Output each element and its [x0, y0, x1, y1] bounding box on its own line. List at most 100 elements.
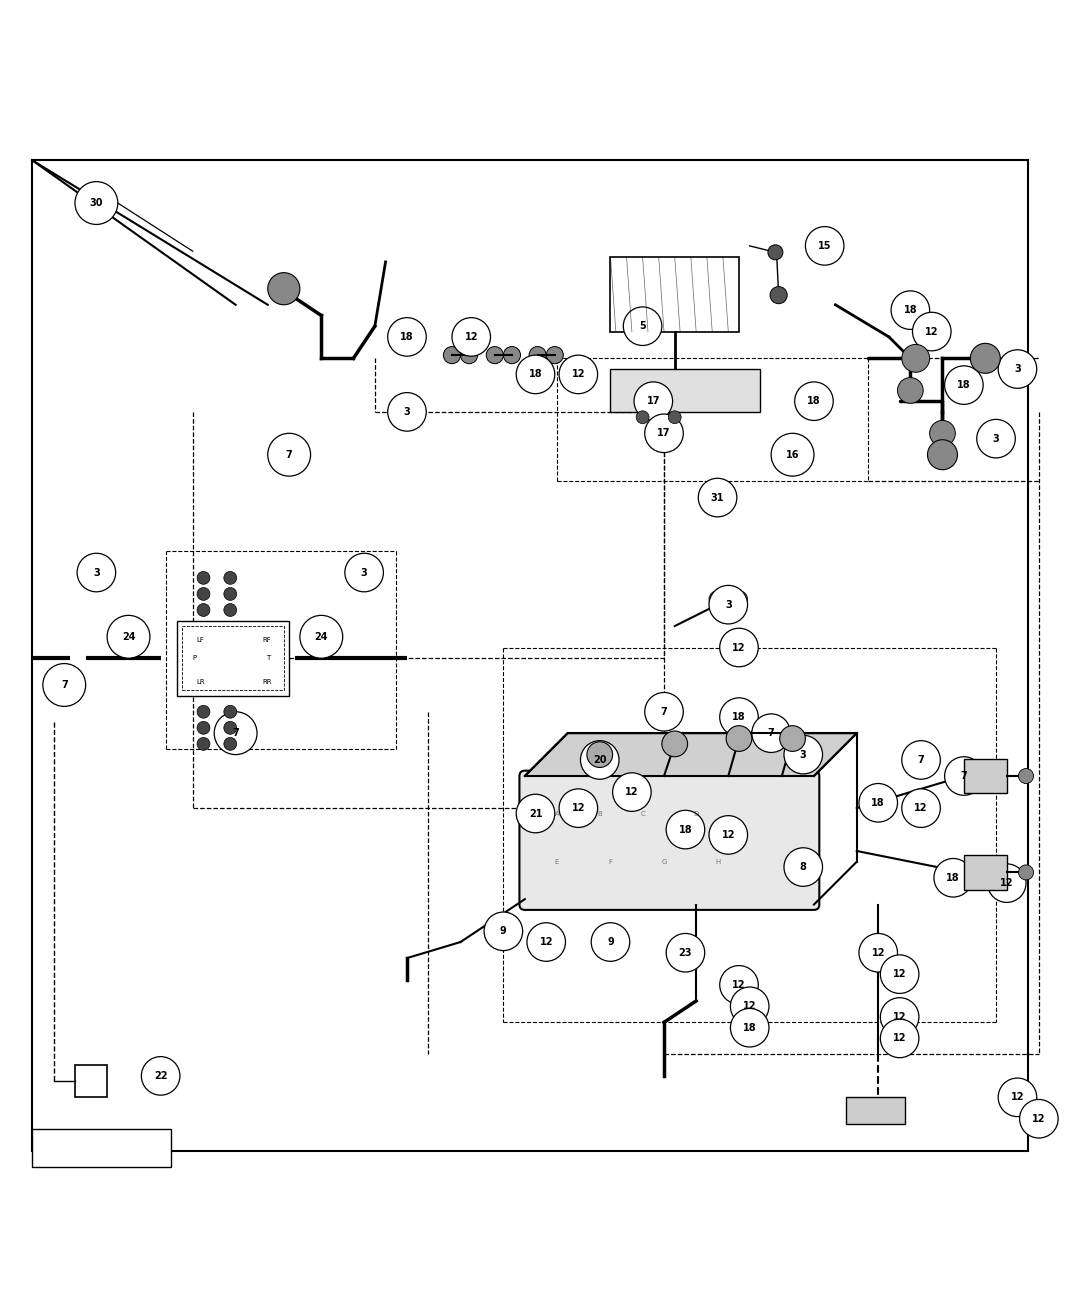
Circle shape [902, 789, 940, 828]
Circle shape [197, 588, 210, 601]
Circle shape [805, 227, 844, 265]
Circle shape [666, 934, 705, 973]
Circle shape [580, 741, 619, 780]
Text: 12: 12 [915, 803, 927, 813]
Circle shape [987, 864, 1026, 903]
Text: 12: 12 [893, 969, 906, 979]
Circle shape [977, 420, 1015, 458]
Circle shape [516, 355, 555, 394]
Circle shape [224, 588, 237, 601]
Text: 7: 7 [961, 771, 967, 781]
Text: 12: 12 [1011, 1092, 1024, 1102]
Circle shape [591, 923, 630, 961]
Text: 12: 12 [925, 326, 938, 337]
Text: 18: 18 [904, 306, 917, 315]
Bar [182, 625, 284, 690]
Circle shape [934, 859, 972, 897]
Text: 7: 7 [232, 728, 239, 738]
Circle shape [197, 706, 210, 719]
Text: 5: 5 [639, 321, 646, 332]
Text: RF: RF [262, 637, 271, 644]
Circle shape [880, 997, 919, 1036]
Text: 17: 17 [658, 429, 670, 438]
Circle shape [768, 245, 783, 260]
Text: 12: 12 [893, 1033, 906, 1044]
Text: 12: 12 [893, 1011, 906, 1022]
Text: 12: 12 [625, 787, 638, 798]
Circle shape [770, 286, 787, 304]
Circle shape [859, 783, 897, 822]
Circle shape [709, 816, 748, 855]
Circle shape [726, 725, 752, 751]
Text: P: P [193, 655, 197, 662]
FancyBboxPatch shape [519, 771, 819, 910]
Bar [610, 256, 739, 332]
Circle shape [897, 378, 923, 403]
Circle shape [645, 693, 683, 732]
Circle shape [771, 434, 814, 477]
Circle shape [224, 571, 237, 584]
Circle shape [720, 966, 758, 1004]
Circle shape [613, 773, 651, 812]
Circle shape [902, 741, 940, 780]
Circle shape [1019, 865, 1034, 879]
Text: 18: 18 [947, 873, 960, 883]
Circle shape [503, 347, 521, 364]
Circle shape [662, 732, 688, 756]
Circle shape [587, 742, 613, 768]
Text: B: B [598, 811, 602, 817]
Text: 15: 15 [818, 241, 831, 251]
Bar [32, 1129, 171, 1167]
Circle shape [720, 628, 758, 667]
Circle shape [197, 603, 210, 616]
Circle shape [880, 954, 919, 993]
Circle shape [43, 663, 86, 706]
Text: 12: 12 [872, 948, 885, 958]
Text: 23: 23 [679, 948, 692, 958]
Text: D: D [694, 811, 698, 817]
Text: A: A [555, 811, 559, 817]
Polygon shape [525, 733, 857, 776]
Circle shape [902, 344, 930, 372]
Circle shape [927, 440, 957, 470]
Circle shape [645, 414, 683, 452]
Circle shape [461, 347, 478, 364]
Circle shape [107, 615, 150, 658]
Text: 18: 18 [872, 798, 885, 808]
Circle shape [891, 291, 930, 329]
Circle shape [77, 553, 116, 592]
Circle shape [720, 591, 737, 607]
Circle shape [300, 615, 343, 658]
Text: T: T [266, 655, 270, 662]
Circle shape [780, 725, 805, 751]
Text: 31: 31 [711, 492, 724, 502]
Circle shape [197, 737, 210, 750]
Text: 18: 18 [808, 396, 820, 407]
Text: 18: 18 [679, 825, 692, 834]
Text: 12: 12 [743, 1001, 756, 1011]
Circle shape [388, 392, 426, 431]
Circle shape [486, 347, 503, 364]
Text: 3: 3 [404, 407, 410, 417]
Text: 18: 18 [529, 369, 542, 379]
Text: 18: 18 [957, 381, 970, 390]
Circle shape [720, 698, 758, 737]
Circle shape [559, 789, 598, 828]
Bar [846, 1097, 905, 1124]
Text: 12: 12 [733, 642, 745, 653]
Bar [610, 369, 760, 412]
Circle shape [784, 848, 823, 886]
Text: 12: 12 [722, 830, 735, 840]
Circle shape [795, 382, 833, 421]
Text: 12: 12 [572, 369, 585, 379]
Text: 18: 18 [401, 332, 413, 342]
Circle shape [709, 591, 726, 607]
Bar [964, 855, 1007, 890]
Circle shape [224, 737, 237, 750]
Circle shape [880, 1019, 919, 1058]
Circle shape [527, 923, 565, 961]
Circle shape [75, 181, 118, 224]
Text: 7: 7 [286, 449, 292, 460]
Bar [177, 620, 289, 695]
Circle shape [784, 736, 823, 774]
